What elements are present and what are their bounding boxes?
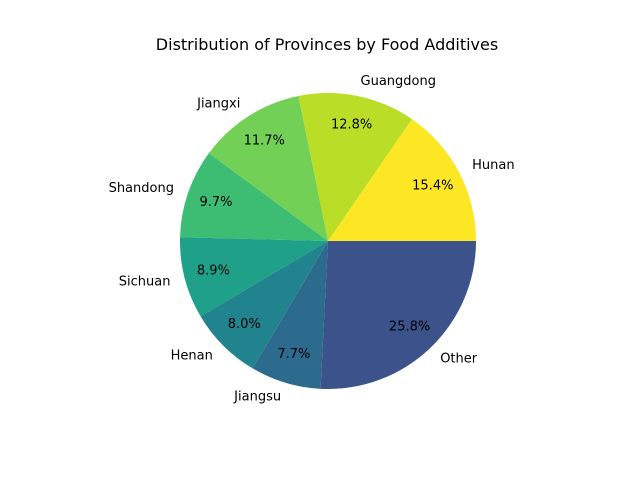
slice-label-shandong: Shandong (109, 181, 174, 196)
slice-percent-shandong: 9.7% (199, 195, 232, 210)
slice-label-jiangxi: Jiangxi (196, 96, 240, 111)
pie-slice-guangdong (298, 93, 412, 241)
slice-label-guangdong: Guangdong (361, 74, 436, 89)
pie-slice-hunan (328, 119, 476, 241)
chart-title: Distribution of Provinces by Food Additi… (156, 35, 498, 54)
pie-slice-other (320, 241, 476, 389)
slice-percent-other: 25.8% (389, 319, 430, 334)
pie-slice-jiangsu (252, 241, 328, 389)
slice-percent-jiangsu: 7.7% (277, 347, 310, 362)
slice-label-jiangsu: Jiangsu (233, 389, 281, 404)
pie-slices (180, 93, 476, 389)
slice-percent-guangdong: 12.8% (331, 117, 372, 132)
pie-slice-henan (200, 241, 328, 369)
slice-percent-henan: 8.0% (228, 317, 261, 332)
slice-label-sichuan: Sichuan (119, 274, 171, 289)
pie-slice-jiangxi (208, 95, 328, 242)
pie-labels: Hunan 15.4% Guangdong 12.8% Jiangxi 11.7% Shan… (109, 74, 515, 404)
pie-slice-sichuan (180, 237, 328, 317)
slice-label-henan: Henan (171, 349, 213, 364)
slice-label-hunan: Hunan (472, 158, 514, 173)
slice-percent-sichuan: 8.9% (197, 263, 230, 278)
slice-label-other: Other (440, 351, 478, 366)
slice-percent-hunan: 15.4% (412, 178, 453, 193)
slice-percent-jiangxi: 11.7% (244, 134, 285, 149)
pie-slice-shandong (180, 153, 328, 241)
